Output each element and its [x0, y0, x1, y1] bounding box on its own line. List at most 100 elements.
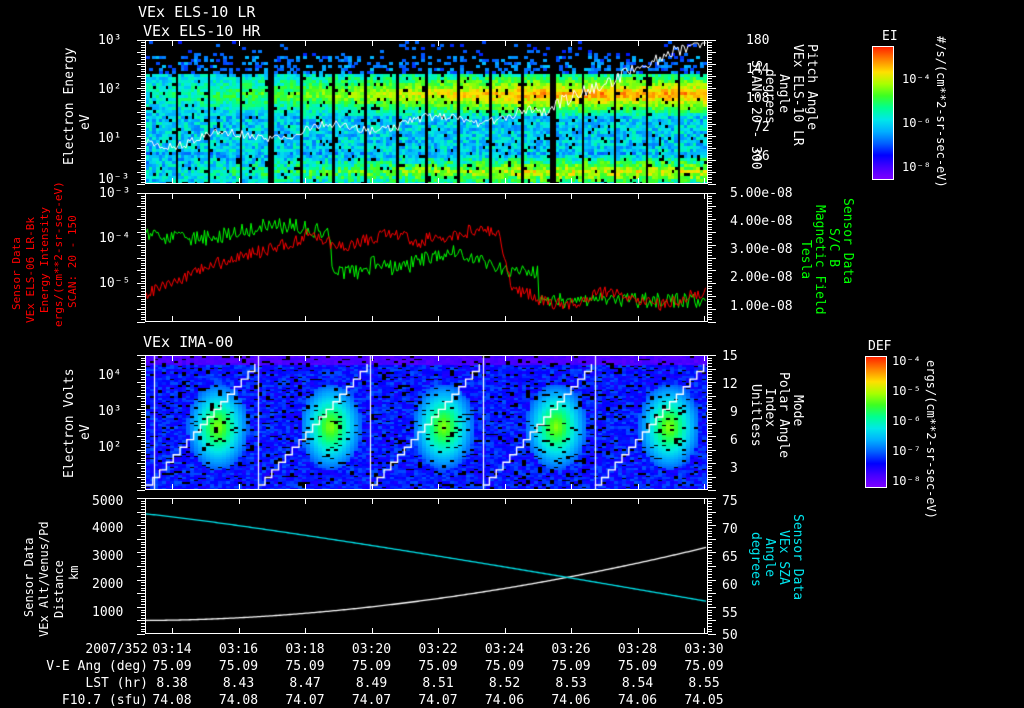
axis-tick [708, 317, 712, 318]
axis-tick [708, 42, 712, 43]
panel3-spectrogram[interactable] [145, 355, 708, 490]
axis-tick [141, 390, 145, 391]
panel2-right-tick-1: 4.00e-08 [730, 214, 793, 229]
axis-tick [141, 363, 145, 364]
axis-tick [141, 90, 145, 91]
axis-tick [708, 471, 712, 472]
x-tick [704, 193, 705, 199]
axis-tick [708, 612, 712, 613]
axis-tick [141, 358, 145, 359]
panel2-right-label-2: S/C B [826, 228, 841, 268]
axis-tick [141, 93, 145, 94]
axis-tick [708, 387, 712, 388]
axis-tick [708, 482, 712, 483]
x-tick [305, 40, 306, 46]
axis-tick [708, 69, 712, 70]
axis-tick [141, 366, 145, 367]
x-tick [438, 40, 439, 46]
x-tick [571, 178, 572, 184]
panel2-timeseries[interactable] [145, 193, 708, 322]
axis-tick [141, 71, 145, 72]
axis-tick [137, 423, 145, 424]
axis-tick [137, 477, 145, 478]
axis-tick [708, 366, 712, 367]
axis-tick [708, 506, 712, 507]
axis-tick [708, 607, 716, 608]
axis-tick [708, 224, 712, 225]
axis-tick [708, 294, 712, 295]
x-tick [571, 40, 572, 46]
axis-tick [708, 452, 712, 453]
footer-cell-r0-c7: 03:28 [617, 642, 658, 657]
panel3-colorbar-tick-0: 10⁻⁴ [892, 354, 921, 368]
axis-tick [708, 90, 712, 91]
axis-tick [141, 138, 145, 139]
x-tick [372, 316, 373, 322]
axis-tick [708, 95, 712, 96]
axis-tick [137, 270, 145, 271]
axis-tick [141, 250, 145, 251]
axis-tick [708, 203, 712, 204]
axis-tick [141, 360, 145, 361]
axis-tick [708, 57, 712, 58]
axis-tick [708, 110, 712, 111]
panel2-right-tick-3: 2.00e-08 [730, 270, 793, 285]
axis-tick [141, 550, 145, 551]
axis-tick [708, 155, 712, 156]
axis-tick [708, 198, 712, 199]
panel1-spectrogram[interactable] [145, 40, 708, 184]
footer-cell-r2-c4: 8.51 [422, 676, 454, 691]
panel4-timeseries[interactable] [145, 498, 708, 634]
panel3-right-tick-3: 6 [730, 433, 738, 448]
axis-tick [137, 232, 145, 233]
axis-tick [708, 50, 712, 51]
axis-tick [141, 81, 145, 82]
axis-tick [141, 393, 145, 394]
axis-tick [141, 585, 145, 586]
axis-tick [708, 64, 716, 65]
axis-tick [141, 631, 145, 632]
panel4-left-label-1: Sensor Data [22, 537, 36, 617]
panel3-ytick-0: 10⁴ [98, 368, 122, 383]
axis-tick [141, 428, 145, 429]
axis-tick [141, 590, 145, 591]
x-tick [239, 484, 240, 490]
axis-tick [708, 112, 716, 113]
axis-tick [141, 577, 145, 578]
axis-tick [708, 531, 712, 532]
axis-tick [141, 623, 145, 624]
axis-tick [708, 423, 716, 424]
axis-tick [708, 265, 712, 266]
axis-tick [708, 409, 716, 410]
panel2-right-tick-2: 3.00e-08 [730, 242, 793, 257]
axis-tick [141, 229, 145, 230]
axis-tick [708, 102, 712, 103]
footer-cell-r1-c2: 75.09 [285, 659, 325, 674]
axis-tick [141, 265, 145, 266]
axis-tick [141, 452, 145, 453]
x-tick [172, 316, 173, 322]
axis-tick [141, 134, 145, 135]
axis-tick [708, 385, 712, 386]
axis-tick [708, 126, 712, 127]
footer-cell-r0-c2: 03:18 [285, 642, 325, 657]
axis-tick [708, 463, 716, 464]
axis-tick [708, 141, 712, 142]
axis-tick [708, 167, 712, 168]
axis-tick [708, 536, 712, 537]
axis-tick [708, 593, 716, 594]
axis-tick [708, 162, 712, 163]
axis-tick [141, 208, 145, 209]
axis-tick [141, 45, 145, 46]
panel1-right-tick-3: 72 [754, 120, 770, 135]
axis-tick [141, 214, 145, 215]
axis-tick [141, 291, 145, 292]
axis-tick [708, 466, 712, 467]
footer-cell-r3-c0: 74.08 [152, 693, 192, 708]
axis-tick [141, 107, 145, 108]
axis-tick [708, 278, 712, 279]
axis-tick [708, 250, 712, 251]
axis-tick [141, 42, 145, 43]
x-tick [571, 628, 572, 634]
axis-tick [141, 242, 145, 243]
